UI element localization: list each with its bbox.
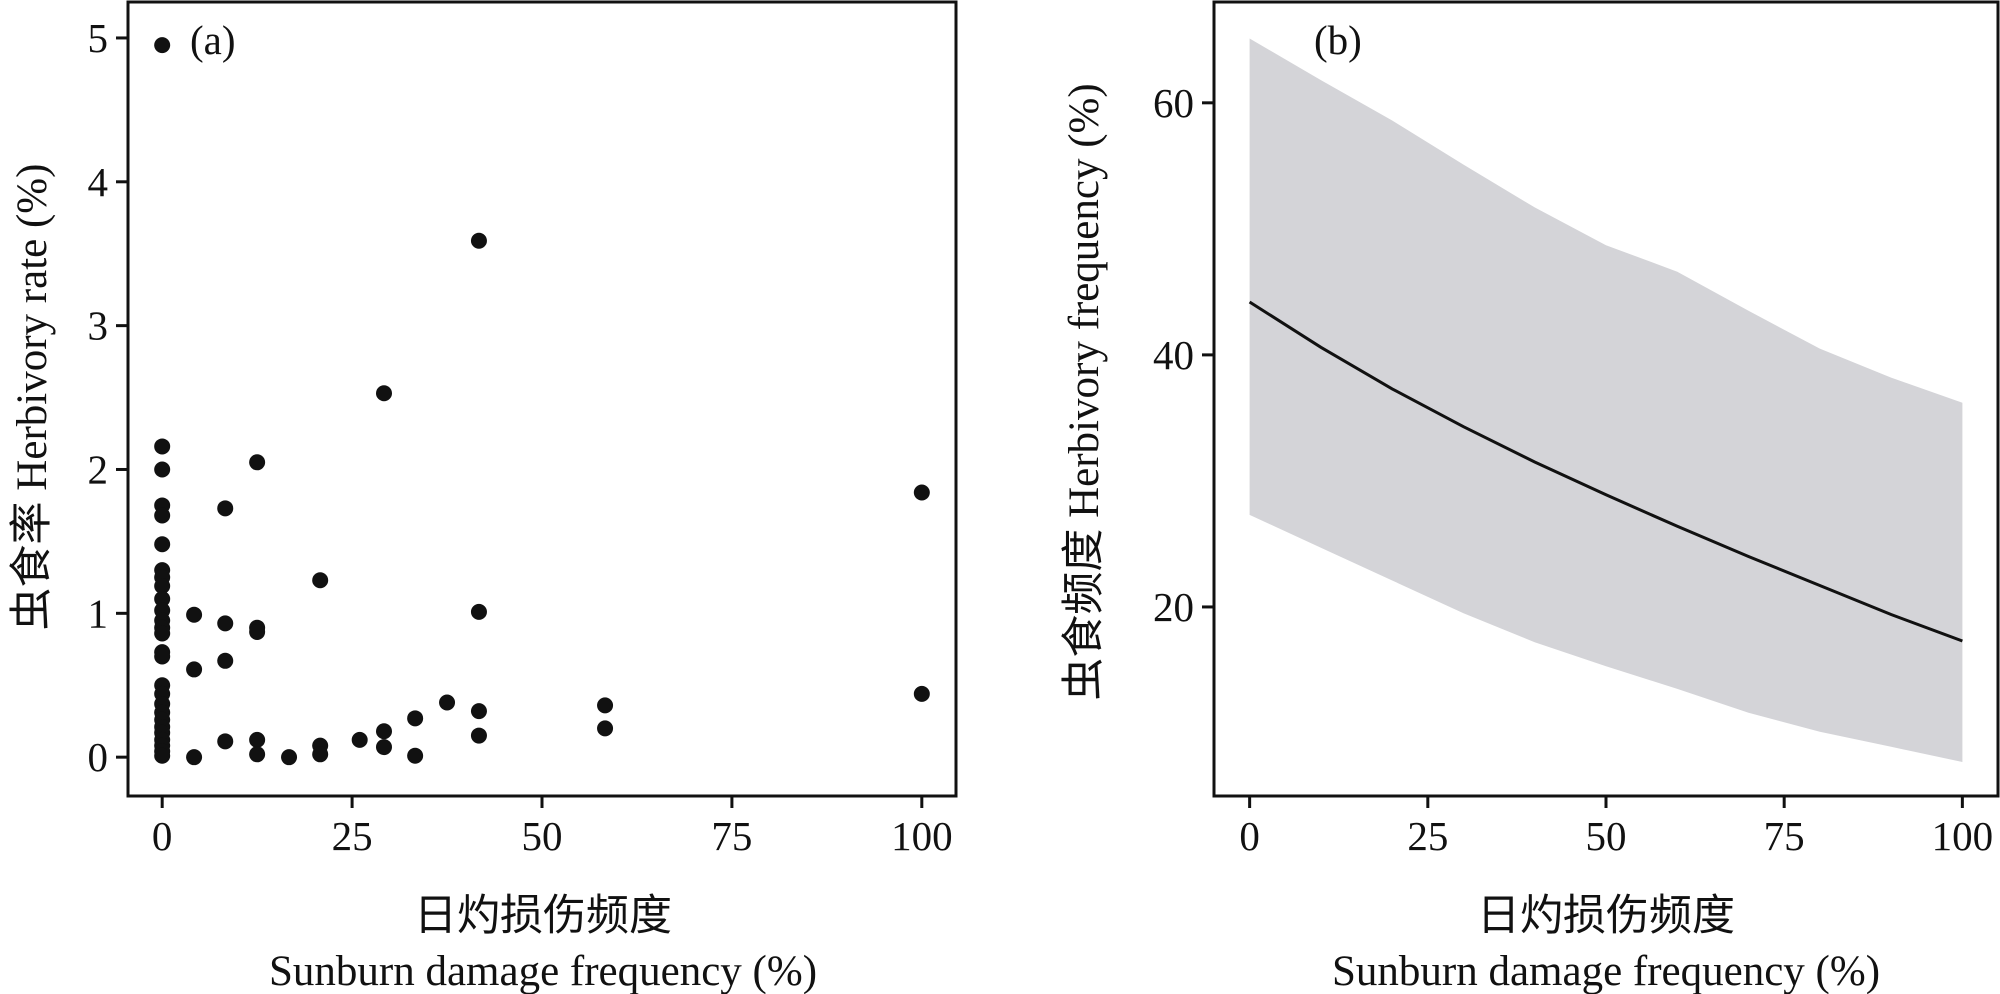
data-point	[470, 727, 487, 744]
panel-a-x-ticks: 0 25 50 75 100	[152, 796, 953, 859]
data-point	[439, 694, 456, 711]
panel-a-x-title-en: Sunburn damage frequency (%)	[269, 948, 817, 994]
y-tick-label: 60	[1153, 80, 1194, 126]
data-point	[154, 747, 171, 764]
data-point	[154, 625, 171, 642]
data-point	[470, 603, 487, 620]
panel-a-frame	[126, 0, 958, 798]
data-point	[249, 746, 266, 763]
x-tick-label: 25	[1407, 813, 1448, 859]
y-tick-label: 20	[1153, 584, 1194, 630]
panel-a-y-title: 虫食率 Herbivory rate (%)	[8, 164, 56, 631]
fitted-line	[1248, 300, 1963, 643]
data-point	[154, 536, 171, 553]
data-point	[597, 720, 614, 737]
panel-a-points	[154, 37, 930, 766]
y-tick-label: 3	[88, 303, 109, 349]
panel-b: (b) 0 25 50 75 100 20 40 60 日灼损伤频度 Sunburn dam…	[1060, 0, 2000, 994]
data-point	[154, 648, 171, 665]
data-point	[351, 731, 368, 748]
data-point	[913, 685, 930, 702]
data-point	[407, 747, 424, 764]
y-tick-label: 2	[88, 446, 109, 492]
y-tick-label: 40	[1153, 332, 1194, 378]
data-point	[186, 749, 203, 766]
data-point	[375, 385, 392, 402]
data-point	[217, 733, 234, 750]
panel-b-y-title: 虫食频度 Herbivory frequency (%)	[1060, 83, 1108, 700]
data-point	[186, 661, 203, 678]
data-point	[281, 749, 298, 766]
data-point	[154, 461, 171, 478]
data-point	[154, 438, 171, 455]
confidence-band	[1249, 38, 1963, 762]
x-tick-label: 100	[891, 813, 953, 859]
x-tick-label: 0	[1239, 813, 1260, 859]
data-point	[154, 507, 171, 524]
data-point	[470, 232, 487, 249]
data-point	[375, 723, 392, 740]
data-point	[217, 652, 234, 669]
panel-b-label: (b)	[1314, 17, 1362, 63]
panel-a-x-title-cn: 日灼损伤频度	[414, 893, 672, 940]
panel-b-x-ticks: 0 25 50 75 100	[1239, 796, 1993, 859]
data-point	[407, 710, 424, 727]
x-tick-label: 0	[152, 813, 173, 859]
x-tick-label: 75	[1764, 813, 1805, 859]
data-point	[217, 500, 234, 517]
x-tick-label: 25	[332, 813, 373, 859]
data-point	[154, 590, 171, 607]
panel-a-y-ticks: 0 1 2 3 4 5	[88, 15, 128, 780]
y-tick-label: 4	[88, 159, 109, 205]
data-point	[154, 577, 171, 594]
panel-b-y-ticks: 20 40 60	[1153, 80, 1214, 630]
data-point	[597, 697, 614, 714]
data-point	[249, 624, 266, 641]
data-point	[470, 703, 487, 720]
y-tick-label: 0	[88, 734, 109, 780]
x-tick-label: 75	[711, 813, 752, 859]
data-point	[312, 572, 329, 589]
x-tick-label: 50	[522, 813, 563, 859]
panel-b-x-title-cn: 日灼损伤频度	[1477, 893, 1735, 940]
y-tick-label: 1	[88, 590, 109, 636]
data-point	[375, 739, 392, 756]
panel-a-label: (a)	[190, 17, 236, 63]
x-tick-label: 100	[1932, 813, 1994, 859]
data-point	[249, 454, 266, 471]
data-point	[154, 37, 171, 54]
data-point	[249, 731, 266, 748]
x-tick-label: 50	[1586, 813, 1627, 859]
data-point	[913, 484, 930, 501]
panel-a: (a) 0 25 50 75 100 0 1 2 3 4 5 日灼损伤频度 Sunburn dam…	[8, 0, 958, 994]
y-tick-label: 5	[88, 15, 109, 61]
data-point	[186, 606, 203, 623]
data-point	[312, 746, 329, 763]
panel-b-x-title-en: Sunburn damage frequency (%)	[1332, 948, 1880, 994]
data-point	[217, 615, 234, 632]
